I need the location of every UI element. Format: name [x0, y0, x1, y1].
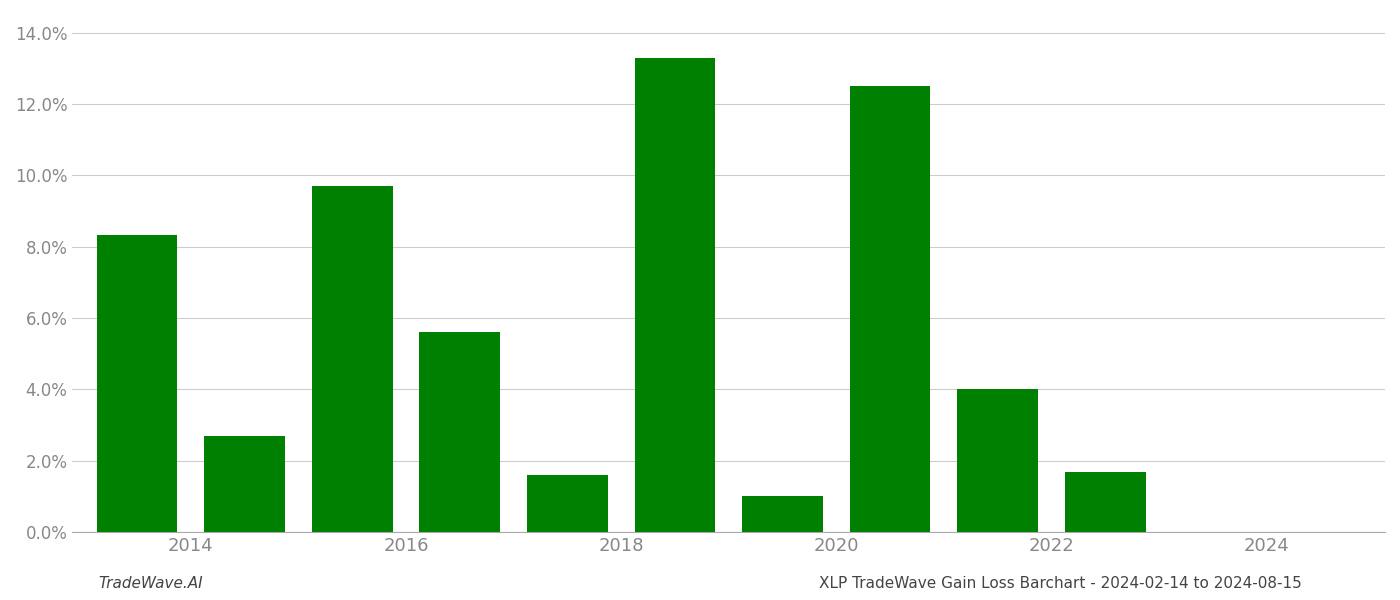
Bar — [850, 86, 931, 532]
Bar — [634, 58, 715, 532]
Bar — [204, 436, 286, 532]
Bar — [742, 496, 823, 532]
Bar — [420, 332, 500, 532]
Bar — [1065, 472, 1145, 532]
Text: TradeWave.AI: TradeWave.AI — [98, 576, 203, 591]
Bar — [312, 186, 392, 532]
Bar — [526, 475, 608, 532]
Text: XLP TradeWave Gain Loss Barchart - 2024-02-14 to 2024-08-15: XLP TradeWave Gain Loss Barchart - 2024-… — [819, 576, 1302, 591]
Bar — [958, 389, 1037, 532]
Bar — [97, 235, 178, 532]
